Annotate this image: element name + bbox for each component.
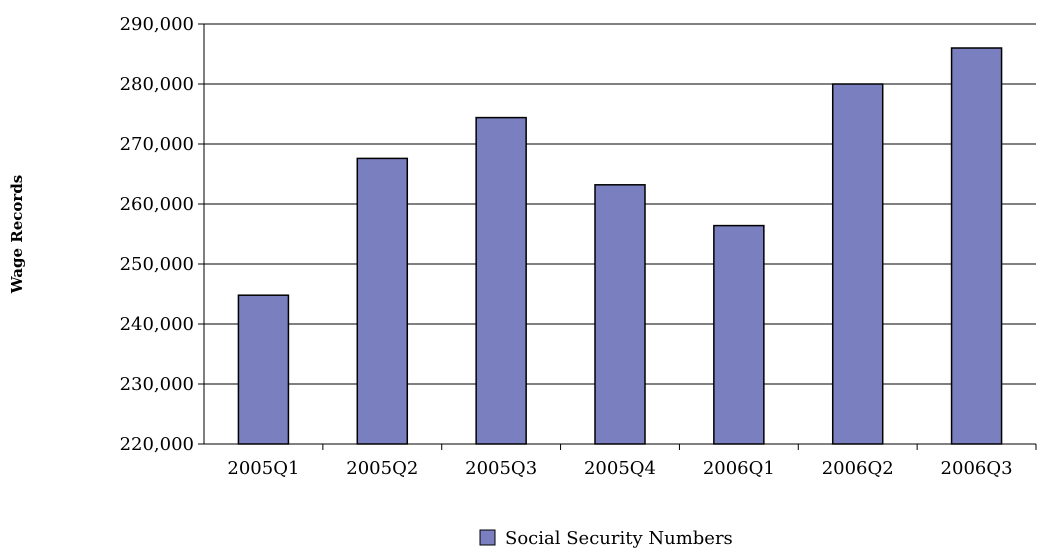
y-tick-label: 250,000: [120, 254, 194, 275]
bar: [475, 116, 527, 445]
legend-label: Social Security Numbers: [505, 528, 733, 548]
x-tick-label: 2005Q4: [584, 458, 656, 479]
y-axis-title: Wage Records: [8, 175, 26, 295]
legend: Social Security Numbers: [479, 528, 733, 548]
x-tick-label: 2005Q3: [465, 458, 537, 479]
x-tick-label: 2005Q2: [346, 458, 418, 479]
y-tick-label: 230,000: [120, 374, 194, 395]
x-tick-label: 2006Q1: [703, 458, 775, 479]
bar: [237, 294, 290, 445]
y-tick-label: 270,000: [120, 134, 194, 155]
y-tick-label: 290,000: [120, 14, 194, 35]
x-tick-label: 2006Q2: [822, 458, 894, 479]
legend-swatch: [479, 529, 496, 546]
x-tick-label: 2005Q1: [227, 458, 299, 479]
x-tick-label: 2006Q3: [941, 458, 1013, 479]
bar: [356, 157, 409, 445]
bar: [950, 47, 1003, 445]
y-tick-labels: 220,000 230,000 240,000 250,000 260,000 270,0…: [120, 14, 194, 455]
bar: [713, 224, 765, 445]
y-tick-label: 280,000: [120, 74, 194, 95]
y-tick-label: 220,000: [120, 434, 194, 455]
bar: [831, 83, 884, 445]
bars: [237, 47, 1003, 445]
x-tick-labels: 2005Q1 2005Q2 2005Q3 2005Q4 2006Q1 2006Q2 2006…: [227, 458, 1012, 479]
y-tick-label: 240,000: [120, 314, 194, 335]
bar: [594, 184, 646, 445]
axes: [198, 23, 1037, 450]
y-tick-label: 260,000: [120, 194, 194, 215]
